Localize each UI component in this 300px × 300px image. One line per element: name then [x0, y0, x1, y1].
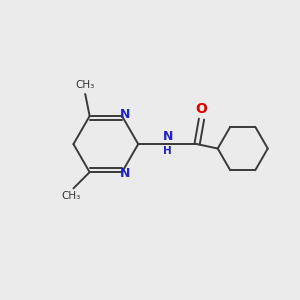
- Text: N: N: [120, 108, 131, 121]
- Text: CH₃: CH₃: [61, 191, 80, 201]
- Text: N: N: [120, 167, 131, 180]
- Text: O: O: [196, 101, 208, 116]
- Text: CH₃: CH₃: [76, 80, 95, 90]
- Text: N: N: [163, 130, 173, 142]
- Text: H: H: [163, 146, 172, 156]
